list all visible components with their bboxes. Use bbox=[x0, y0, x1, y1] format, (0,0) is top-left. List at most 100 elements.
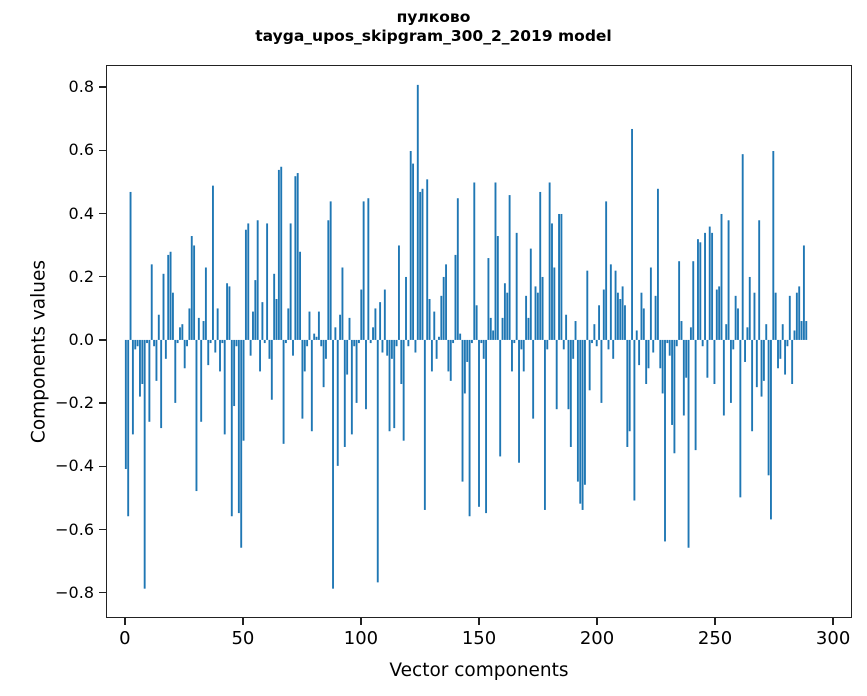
bar bbox=[468, 339, 471, 517]
x-tick-label: 150 bbox=[461, 628, 497, 649]
bar bbox=[183, 339, 186, 369]
bar bbox=[800, 321, 803, 340]
bar bbox=[624, 305, 626, 340]
bar bbox=[786, 339, 789, 347]
bar bbox=[673, 339, 676, 454]
bar bbox=[221, 339, 224, 344]
bar bbox=[405, 276, 407, 340]
bar bbox=[212, 185, 214, 340]
y-tick-label: 0.6 bbox=[68, 140, 94, 160]
bar bbox=[440, 295, 443, 340]
bar bbox=[317, 311, 320, 340]
bar bbox=[485, 339, 488, 514]
bar bbox=[369, 339, 372, 344]
bar bbox=[381, 339, 384, 353]
bar bbox=[798, 286, 801, 340]
bar bbox=[751, 339, 754, 432]
bar bbox=[739, 339, 742, 498]
bar bbox=[511, 339, 513, 372]
bar bbox=[645, 339, 648, 385]
bar bbox=[595, 339, 598, 347]
bar bbox=[668, 339, 671, 356]
bar bbox=[697, 239, 699, 340]
bar bbox=[299, 251, 302, 340]
bar bbox=[762, 339, 765, 381]
bar bbox=[591, 339, 593, 344]
bar bbox=[164, 339, 167, 359]
bar bbox=[661, 339, 664, 394]
bar bbox=[282, 339, 285, 444]
bar bbox=[614, 270, 617, 340]
bar bbox=[682, 339, 685, 416]
bar bbox=[263, 339, 266, 344]
bar bbox=[518, 339, 520, 463]
bar bbox=[435, 339, 438, 359]
bar bbox=[200, 339, 203, 422]
bar bbox=[527, 317, 530, 340]
bar bbox=[226, 283, 229, 340]
bar bbox=[357, 339, 360, 344]
bar bbox=[579, 339, 582, 504]
x-tick-label: 0 bbox=[119, 628, 131, 649]
y-tick-label: 0.4 bbox=[68, 203, 94, 223]
bar bbox=[235, 339, 238, 347]
bar bbox=[129, 191, 132, 340]
bar bbox=[699, 242, 702, 340]
bar bbox=[744, 339, 746, 362]
bar bbox=[788, 295, 791, 340]
bar bbox=[659, 339, 662, 369]
bar bbox=[346, 339, 349, 375]
bar bbox=[139, 339, 141, 397]
x-tick-label: 250 bbox=[697, 628, 733, 649]
bar bbox=[322, 339, 325, 388]
bar bbox=[266, 223, 269, 340]
bar bbox=[252, 311, 254, 340]
bar bbox=[737, 308, 739, 340]
x-tick-mark bbox=[478, 618, 480, 625]
bar bbox=[423, 339, 426, 510]
bar bbox=[475, 305, 478, 340]
bar bbox=[725, 324, 728, 340]
bar bbox=[402, 339, 405, 441]
bar bbox=[774, 292, 777, 340]
bar bbox=[202, 321, 205, 340]
bar bbox=[795, 292, 798, 340]
bar bbox=[360, 289, 363, 340]
bar bbox=[758, 220, 761, 340]
bar bbox=[228, 286, 231, 340]
bar bbox=[489, 317, 492, 340]
bar bbox=[407, 339, 410, 347]
bar bbox=[306, 339, 309, 347]
bar bbox=[350, 339, 353, 435]
bar bbox=[204, 267, 207, 340]
bar bbox=[190, 236, 193, 340]
bar bbox=[143, 339, 146, 589]
bar bbox=[640, 292, 643, 340]
bar bbox=[734, 295, 737, 340]
bar bbox=[567, 339, 570, 410]
bar bbox=[136, 339, 139, 347]
bar bbox=[532, 339, 535, 419]
bar bbox=[134, 339, 137, 350]
bar bbox=[515, 232, 518, 340]
bar bbox=[664, 339, 666, 542]
bar bbox=[689, 327, 692, 340]
bar bbox=[171, 292, 174, 340]
bar bbox=[289, 223, 292, 340]
bar bbox=[652, 339, 655, 353]
bar bbox=[127, 339, 130, 517]
bar bbox=[793, 330, 796, 340]
bar bbox=[619, 298, 622, 340]
bar bbox=[656, 188, 659, 340]
bar bbox=[506, 292, 509, 340]
bar bbox=[181, 324, 184, 340]
x-tick-label: 300 bbox=[815, 628, 851, 649]
chart-title-line-1: пулково bbox=[396, 8, 471, 26]
bar bbox=[428, 298, 431, 340]
bar bbox=[414, 339, 417, 353]
bar bbox=[141, 339, 144, 385]
x-axis-label: Vector components bbox=[389, 660, 569, 681]
y-tick-label: −0.8 bbox=[55, 582, 94, 602]
bar bbox=[398, 245, 400, 340]
bar bbox=[174, 339, 177, 403]
